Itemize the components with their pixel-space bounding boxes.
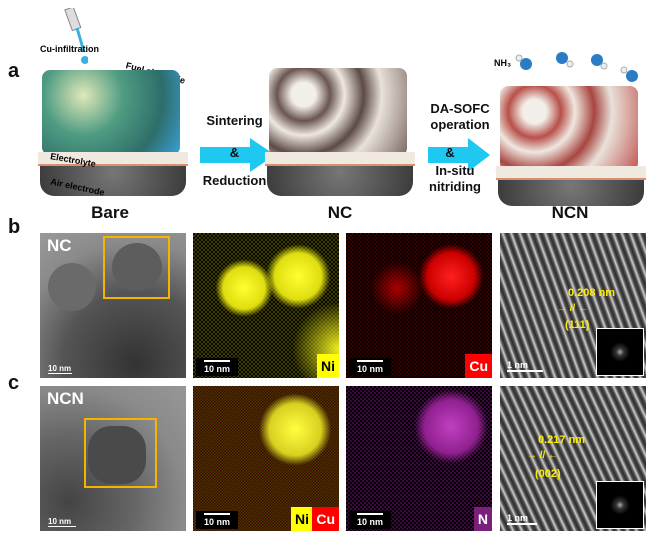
step1-top-label: Sintering <box>206 113 263 128</box>
scale-bar: 10 nm <box>349 511 391 529</box>
step2-bottom1-label: In-situ <box>435 163 475 178</box>
nh3-molecules-icon <box>514 50 644 90</box>
nanoparticle <box>88 426 146 484</box>
element-label-cu: Cu <box>465 354 492 378</box>
caption-bare: Bare <box>91 203 129 222</box>
hrtem-image-nc: 0.208 nm → // ← (111) 1 nm <box>500 233 646 378</box>
lattice-plane-label: (111) <box>565 319 590 331</box>
electrolyte-layer <box>496 166 646 180</box>
arrow-icon <box>200 138 275 177</box>
electrolyte-layer <box>38 152 188 166</box>
tem-image-nc: NC 10 nm <box>40 233 186 378</box>
fuel-electrode-layer <box>500 86 638 171</box>
scale-bar: 10 nm <box>349 358 391 376</box>
nanoparticle <box>48 263 96 311</box>
scale-bar: 10 nm <box>196 511 238 529</box>
air-electrode-layer <box>40 166 186 196</box>
step2-top1-label: DA-SOFC <box>430 101 490 116</box>
element-label-cu: Cu <box>312 507 339 531</box>
air-electrode-layer <box>498 180 644 206</box>
caption-ncn: NCN <box>551 203 589 222</box>
panel-label-b: b <box>8 216 21 238</box>
lattice-spacing-label: 0.217 nm <box>538 434 586 446</box>
panel-label-a: a <box>8 60 20 82</box>
lattice-arrows-icon: → // ← <box>557 303 589 314</box>
panel-label-c: c <box>8 372 20 394</box>
step1-bottom-label: Reduction <box>202 173 267 188</box>
step2-bottom2-label: nitriding <box>429 179 481 194</box>
scale-bar: 1 nm <box>507 360 543 372</box>
eds-map-n: 10 nm N <box>346 386 492 531</box>
fuel-electrode-layer <box>269 68 407 156</box>
scale-bar: 10 nm <box>196 358 238 376</box>
lattice-spacing-label: 0.208 nm <box>568 287 616 299</box>
tem-label: NCN <box>47 389 84 408</box>
scale-bar: 10 nm <box>48 364 72 374</box>
cu-infiltration-label: Cu-infiltration <box>40 44 99 54</box>
scale-bar: 10 nm <box>48 517 76 527</box>
element-label-ni: Ni <box>317 354 339 378</box>
fft-inset <box>596 481 644 529</box>
step1-mid-label: & <box>229 145 240 160</box>
lattice-arrows-icon: → // ← <box>527 450 559 461</box>
selection-box <box>103 236 170 299</box>
air-electrode-layer <box>267 166 413 196</box>
caption-nc: NC <box>327 203 353 222</box>
bare-electrode-illustration <box>38 70 188 220</box>
tem-label: NC <box>47 236 72 255</box>
lattice-plane-label: (002) <box>535 468 561 480</box>
hrtem-image-ncn: 0.217 nm → // ← (002) 1 nm <box>500 386 646 531</box>
step2-mid-label: & <box>445 145 455 160</box>
eds-map-ni: 10 nm Ni <box>193 233 339 378</box>
nh3-label: NH₃ <box>494 58 512 68</box>
fft-inset <box>596 328 644 376</box>
nanoparticle <box>112 243 162 291</box>
arrow-icon <box>428 138 490 177</box>
tem-image-ncn: NCN 10 nm <box>40 386 186 531</box>
eds-map-cu: 10 nm Cu <box>346 233 492 378</box>
nc-electrode-illustration <box>265 68 415 218</box>
element-label-n: N <box>473 507 492 531</box>
scale-bar: 1 nm <box>507 513 537 525</box>
step2-top2-label: operation <box>430 117 490 132</box>
fuel-electrode-layer <box>42 70 180 155</box>
element-label-ni: Ni <box>291 507 313 531</box>
pipette-icon <box>60 6 89 68</box>
selection-box <box>84 418 157 488</box>
eds-map-ni-cu: 10 nm Ni Cu <box>193 386 339 531</box>
electrolyte-layer <box>265 152 415 166</box>
ncn-electrode-illustration <box>496 86 646 226</box>
